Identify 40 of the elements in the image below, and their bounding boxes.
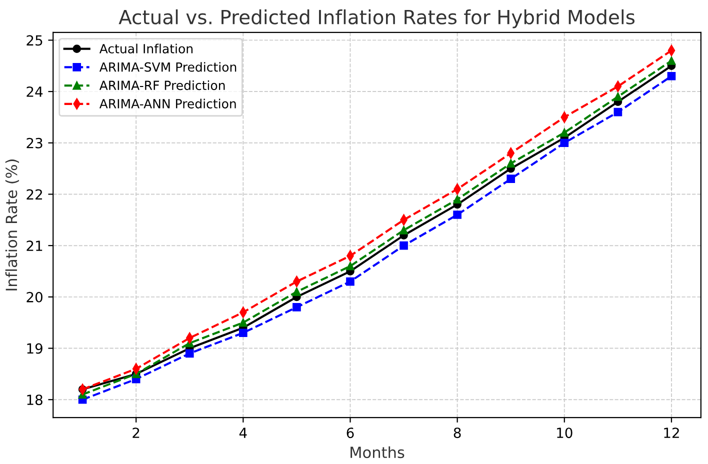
point: [506, 159, 516, 168]
y-tick-label: 23: [26, 138, 42, 148]
point: [614, 108, 622, 116]
point: [667, 56, 676, 65]
point: [292, 288, 301, 296]
point: [238, 318, 248, 327]
y-tick-label: 21: [26, 240, 42, 251]
point: [560, 138, 569, 148]
y-tick-label: 18: [27, 394, 42, 406]
y-axis-title: Inflation Rate (%): [5, 160, 19, 290]
x-tick-label: 8: [454, 428, 461, 438]
point: [238, 328, 248, 338]
x-tick-label: 6: [346, 428, 354, 438]
point: [292, 303, 301, 312]
legend-label: ARIMA-RF Prediction: [99, 80, 225, 90]
point: [506, 174, 516, 183]
point: [185, 349, 194, 358]
y-tick-label: 20: [26, 292, 42, 302]
x-tick-label: 10: [557, 428, 572, 438]
point: [400, 226, 408, 234]
point: [614, 92, 622, 101]
y-tick-label: 24: [26, 86, 43, 97]
y-tick-label: 19: [27, 343, 42, 354]
point: [667, 72, 676, 80]
x-axis-title: Months: [350, 446, 404, 458]
x-tick-label: 2: [132, 428, 140, 438]
legend-label: Actual Inflation: [99, 44, 193, 54]
chart-title: Actual vs. Predicted Inflation Rates for Hybrid Models: [118, 9, 635, 28]
y-tick-label: 25: [26, 35, 42, 46]
legend-label: ARIMA-ANN Prediction: [99, 98, 236, 108]
point: [453, 195, 462, 204]
x-tick-label: 12: [664, 428, 679, 438]
point: [346, 262, 354, 270]
x-tick-label: 4: [239, 428, 247, 438]
point: [453, 210, 462, 219]
point: [400, 241, 408, 250]
legend-label: ARIMA-SVM Prediction: [99, 62, 236, 72]
point: [560, 128, 569, 137]
point: [346, 277, 354, 286]
y-tick-label: 22: [26, 189, 42, 200]
